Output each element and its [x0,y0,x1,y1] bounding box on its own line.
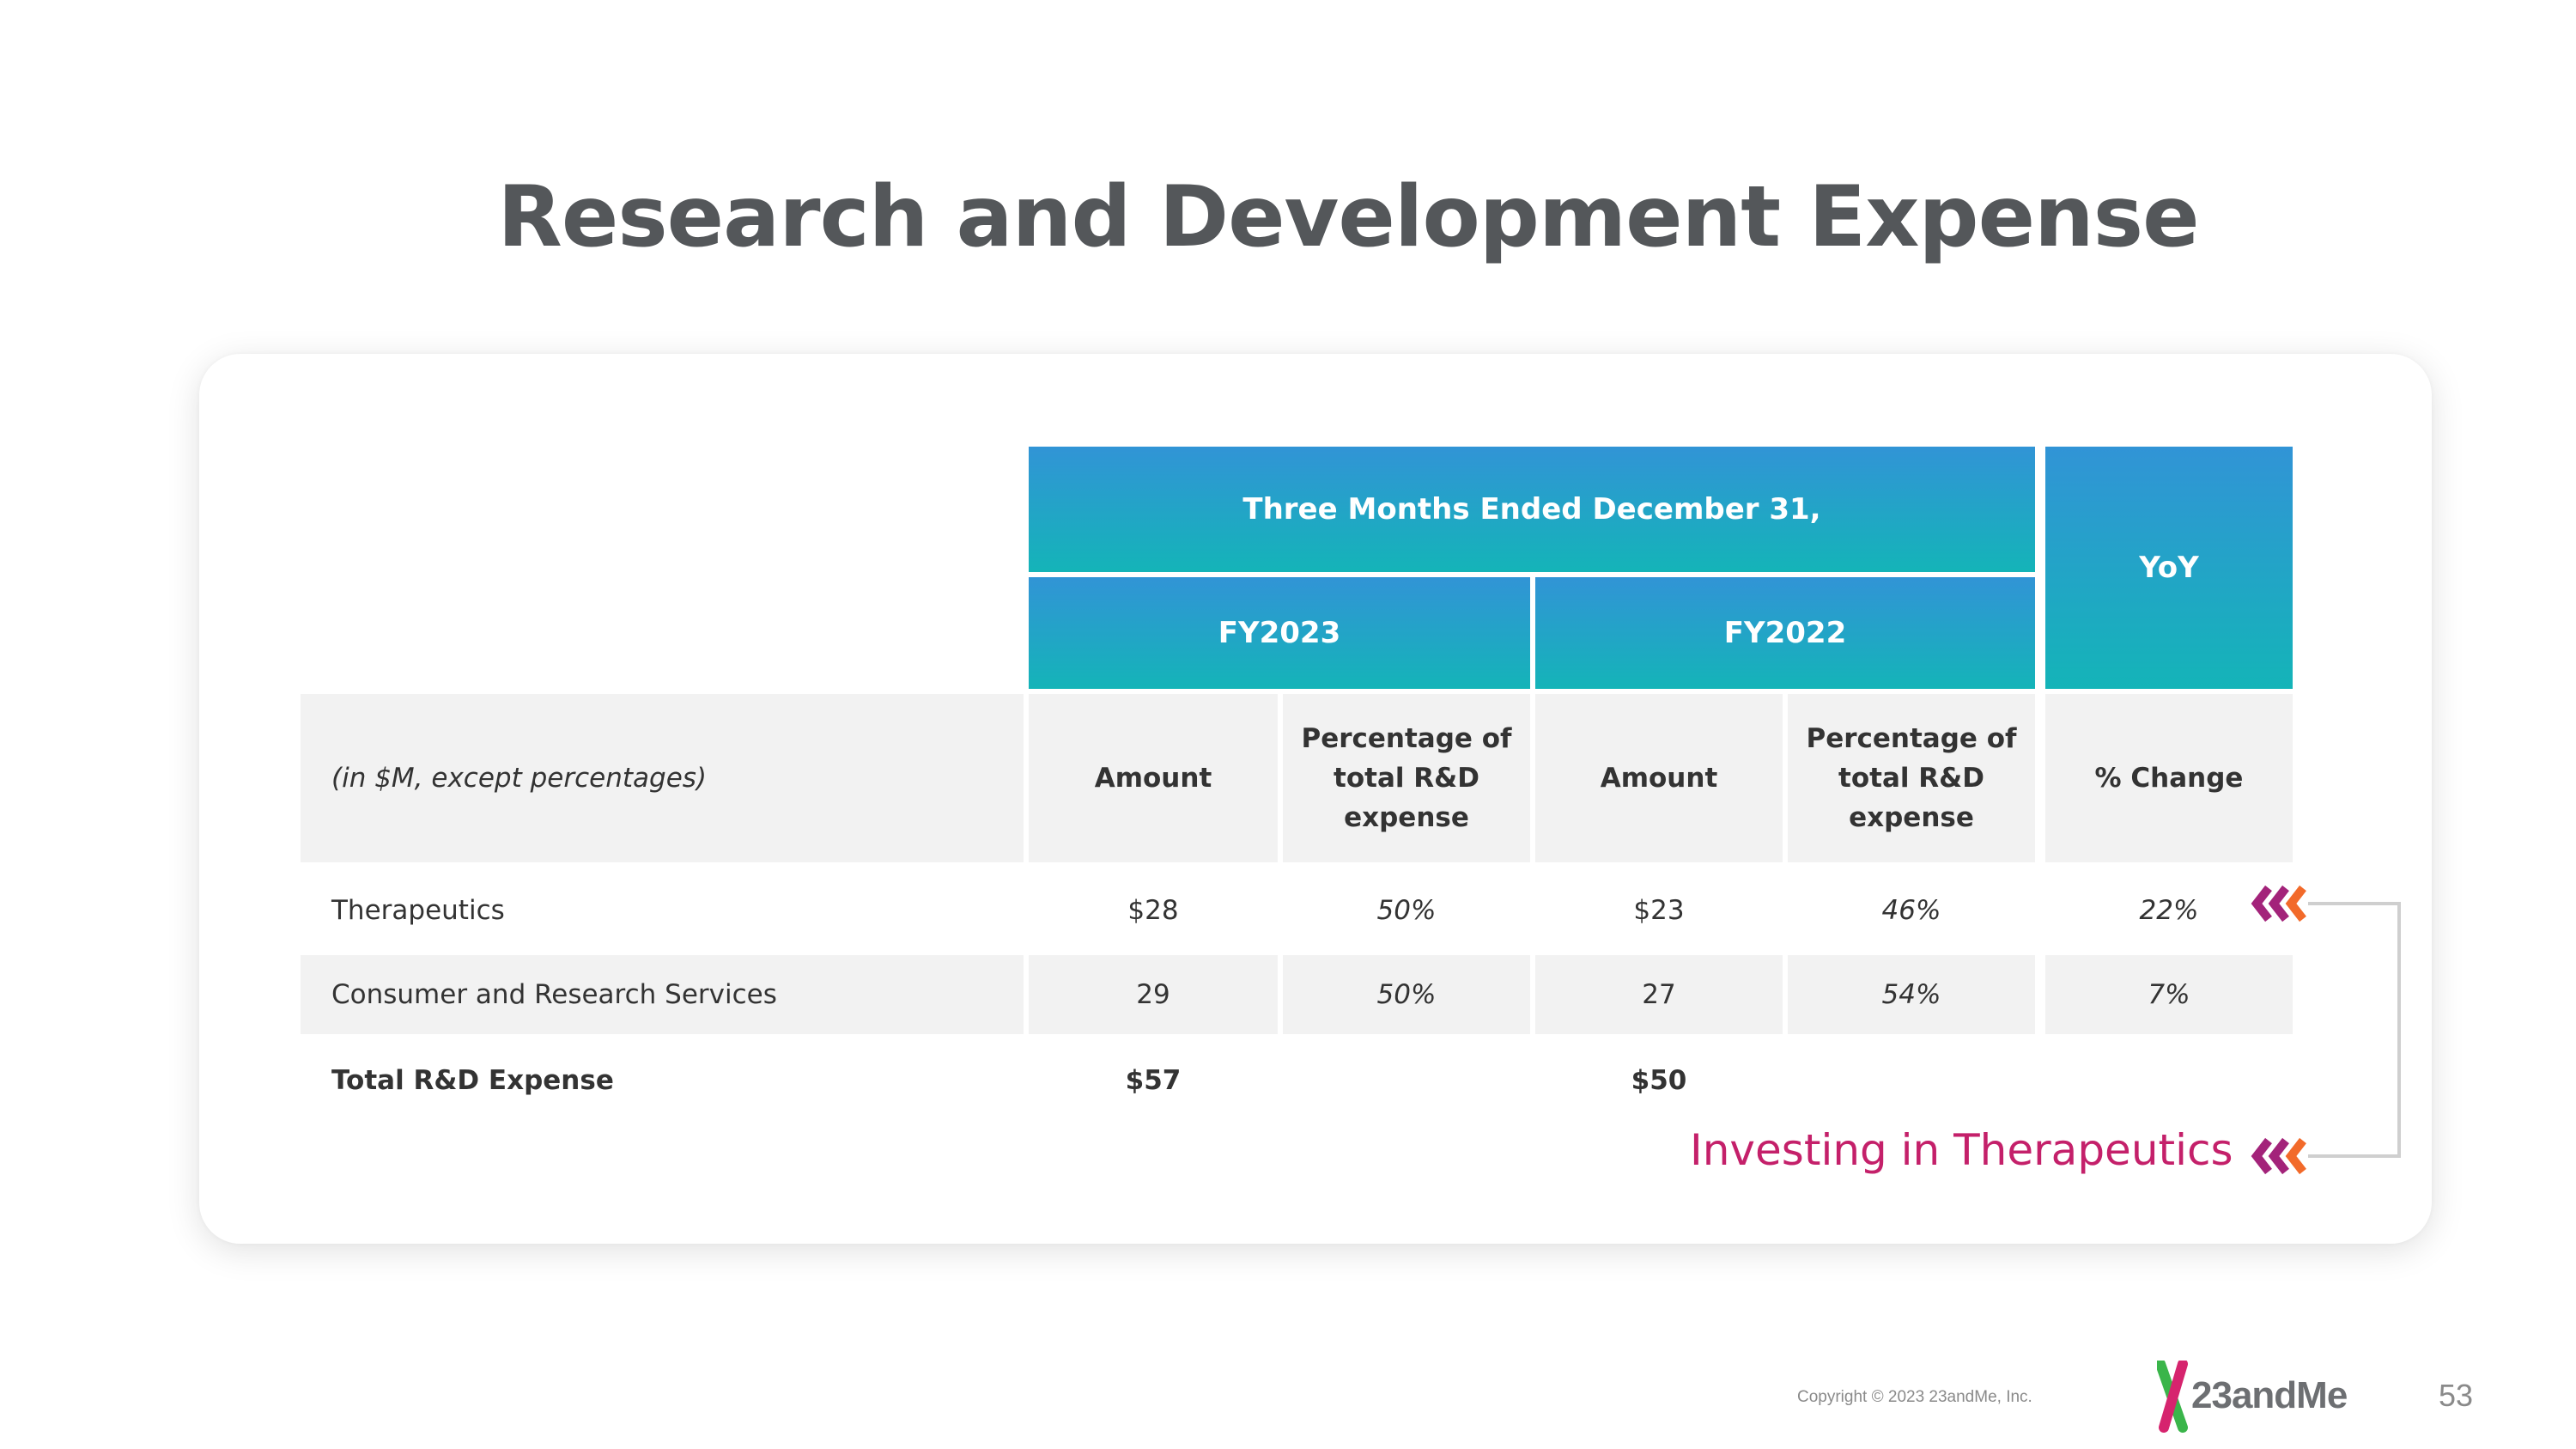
row-label: Total R&D Expense [331,1065,614,1096]
cell-value: 27 [1642,979,1676,1010]
brand-logo-text: 23andMe [2191,1374,2348,1416]
cell-value: $28 [1127,895,1179,926]
row-label-consumer: Consumer and Research Services [301,955,1024,1034]
chevron-arrows-icon [2251,1137,2306,1175]
col-header-pct-fy22: Percentage of total R&D expense [1788,694,2035,862]
cell-value: 54% [1881,979,1941,1010]
pct-label: Percentage of total R&D expense [1301,723,1512,833]
callout-connector [2251,885,2401,1175]
pct-label: Percentage of total R&D expense [1806,723,2017,833]
cell-fy22-amount: 27 [1535,955,1783,1034]
row-label-therapeutics: Therapeutics [301,868,1024,953]
cell-change: 22% [2045,868,2293,953]
cell-change: 7% [2045,955,2293,1034]
row-label-total: Total R&D Expense [301,1039,1024,1122]
col-header-amount-fy22: Amount [1535,694,1783,862]
cell-value: 22% [2139,895,2199,926]
chevron-arrows-icon [2251,885,2306,922]
cell-fy23-pct: 50% [1283,868,1530,953]
row-label: Therapeutics [331,895,505,926]
brand-logo-icon [2157,1361,2188,1433]
cell-fy23-pct: 50% [1283,955,1530,1034]
yoy-header-label: YoY [2139,551,2199,585]
cell-fy23-amount: $57 [1029,1039,1278,1122]
amount-label: Amount [1094,763,1212,794]
row-label: Consumer and Research Services [331,979,777,1010]
amount-label: Amount [1600,763,1718,794]
cell-fy23-amount: 29 [1029,955,1278,1034]
cell-fy22-amount: $50 [1535,1039,1783,1122]
fy2022-header: FY2022 [1535,577,2035,689]
col-header-pct-fy23: Percentage of total R&D expense [1283,694,1530,862]
cell-value: $23 [1633,895,1685,926]
fy2022-label: FY2022 [1723,616,1847,650]
fy2023-label: FY2023 [1218,616,1341,650]
yoy-header: YoY [2045,447,2293,689]
cell-value: 46% [1881,895,1941,926]
cell-fy22-pct: 46% [1788,868,2035,953]
change-label: % Change [2094,763,2244,794]
group-header-label: Three Months Ended December 31, [1242,492,1821,527]
cell-value: 50% [1376,895,1437,926]
fy2023-header: FY2023 [1029,577,1530,689]
cell-fy23-amount: $28 [1029,868,1278,953]
cell-value: 7% [2148,979,2190,1010]
col-header-change: % Change [2045,694,2293,862]
cell-value: $57 [1125,1065,1182,1096]
page-title: Research and Development Expense [497,168,2199,266]
cell-value: 50% [1376,979,1437,1010]
cell-fy22-pct: 54% [1788,955,2035,1034]
cell-value: 29 [1136,979,1170,1010]
group-header: Three Months Ended December 31, [1029,447,2035,572]
units-label: (in $M, except percentages) [331,763,708,794]
units-label-cell: (in $M, except percentages) [301,694,1024,862]
cell-fy22-amount: $23 [1535,868,1783,953]
page-number: 53 [2439,1378,2474,1413]
callout-text: Investing in Therapeutics [1690,1125,2233,1175]
cell-value: $50 [1631,1065,1687,1096]
col-header-amount-fy23: Amount [1029,694,1278,862]
copyright-text: Copyright © 2023 23andMe, Inc. [1797,1388,2032,1406]
